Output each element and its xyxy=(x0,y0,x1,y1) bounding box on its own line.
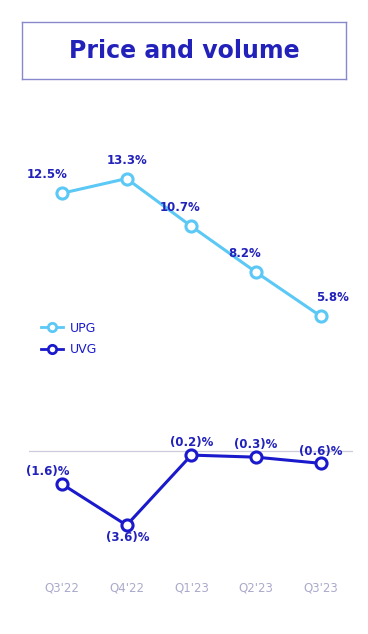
Text: 5.8%: 5.8% xyxy=(316,292,349,304)
Text: 12.5%: 12.5% xyxy=(27,168,68,181)
Text: (0.3)%: (0.3)% xyxy=(234,438,278,451)
Text: Price and volume: Price and volume xyxy=(69,39,299,63)
Text: 10.7%: 10.7% xyxy=(159,202,200,214)
Text: 13.3%: 13.3% xyxy=(106,153,147,167)
Text: 8.2%: 8.2% xyxy=(228,247,261,261)
Legend: UPG, UVG: UPG, UVG xyxy=(36,317,102,361)
Text: (0.2)%: (0.2)% xyxy=(170,436,213,450)
Text: (3.6)%: (3.6)% xyxy=(106,531,150,544)
Text: (0.6)%: (0.6)% xyxy=(299,444,343,458)
Text: (1.6)%: (1.6)% xyxy=(26,465,69,478)
